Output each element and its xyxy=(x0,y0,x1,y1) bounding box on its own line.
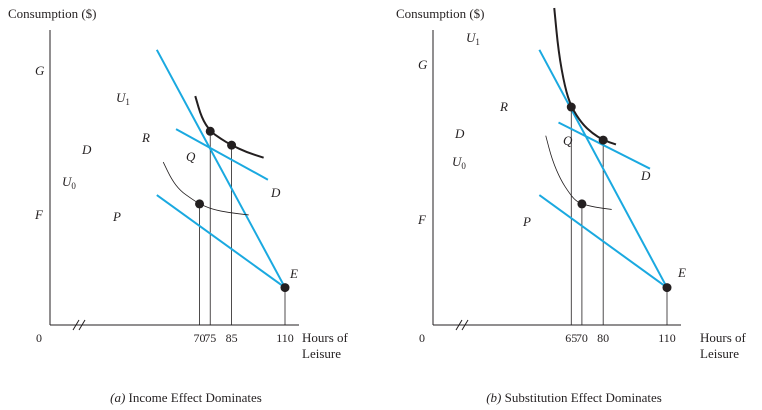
x-axis-label-line2: Leisure xyxy=(302,346,341,361)
origin-label: 0 xyxy=(36,331,42,345)
budget-line-dd xyxy=(558,121,651,170)
g-intercept-label: G xyxy=(35,63,45,78)
x-tick-label: 70 xyxy=(194,331,206,345)
budget-line-dd xyxy=(175,128,269,181)
point-e xyxy=(662,283,672,293)
indifference-curve-u1 xyxy=(194,95,264,159)
f-intercept-label: F xyxy=(34,207,44,222)
indifference-curve-u0 xyxy=(545,135,612,210)
g-intercept-label: G xyxy=(418,57,428,72)
curve-label-u0: U0 xyxy=(62,174,76,191)
curve-label-u0: U0 xyxy=(452,154,466,171)
x-tick-label: 110 xyxy=(658,331,676,345)
point-label-e: E xyxy=(677,265,686,280)
point-label-q: Q xyxy=(563,133,573,148)
axis-break-mark xyxy=(72,319,86,331)
y-axis-label: Consumption ($) xyxy=(8,6,96,21)
x-tick-label: 110 xyxy=(276,331,294,345)
point-q xyxy=(227,140,237,150)
indifference-curve-u0 xyxy=(162,161,249,216)
point-p xyxy=(195,199,205,209)
budget-line-ge xyxy=(538,49,668,289)
x-tick-label: 75 xyxy=(204,331,216,345)
budget-line-ge xyxy=(155,49,286,289)
point-r xyxy=(205,126,215,136)
curve-label-u1: U1 xyxy=(116,90,130,107)
d-label-left: D xyxy=(81,142,92,157)
d-label-right: D xyxy=(640,168,651,183)
x-tick-label: 65 xyxy=(565,331,577,345)
point-label-r: R xyxy=(141,130,150,145)
curve-label-u1: U1 xyxy=(466,30,480,47)
point-label-e: E xyxy=(289,266,298,281)
x-axis-label-line1: Hours of xyxy=(302,330,349,345)
point-r xyxy=(566,102,576,112)
budget-line-fe xyxy=(538,194,668,289)
point-q xyxy=(598,135,608,145)
budget-line-fe xyxy=(156,194,286,289)
point-label-p: P xyxy=(112,209,121,224)
d-label-right: D xyxy=(270,185,281,200)
point-e xyxy=(280,283,290,293)
point-p xyxy=(577,199,587,209)
x-tick-label: 85 xyxy=(226,331,238,345)
point-label-q: Q xyxy=(186,149,196,164)
point-label-r: R xyxy=(499,99,508,114)
panel-caption: (b) Substitution Effect Dominates xyxy=(486,390,662,405)
x-tick-label: 70 xyxy=(576,331,588,345)
axis-break-mark xyxy=(455,319,469,331)
d-label-left: D xyxy=(454,126,465,141)
f-intercept-label: F xyxy=(417,212,427,227)
x-axis-label-line1: Hours of xyxy=(700,330,747,345)
y-axis-label: Consumption ($) xyxy=(396,6,484,21)
origin-label: 0 xyxy=(419,331,425,345)
panel-caption: (a) Income Effect Dominates xyxy=(110,390,262,405)
x-tick-label: 80 xyxy=(597,331,609,345)
x-axis-label-line2: Leisure xyxy=(700,346,739,361)
point-label-p: P xyxy=(522,214,531,229)
